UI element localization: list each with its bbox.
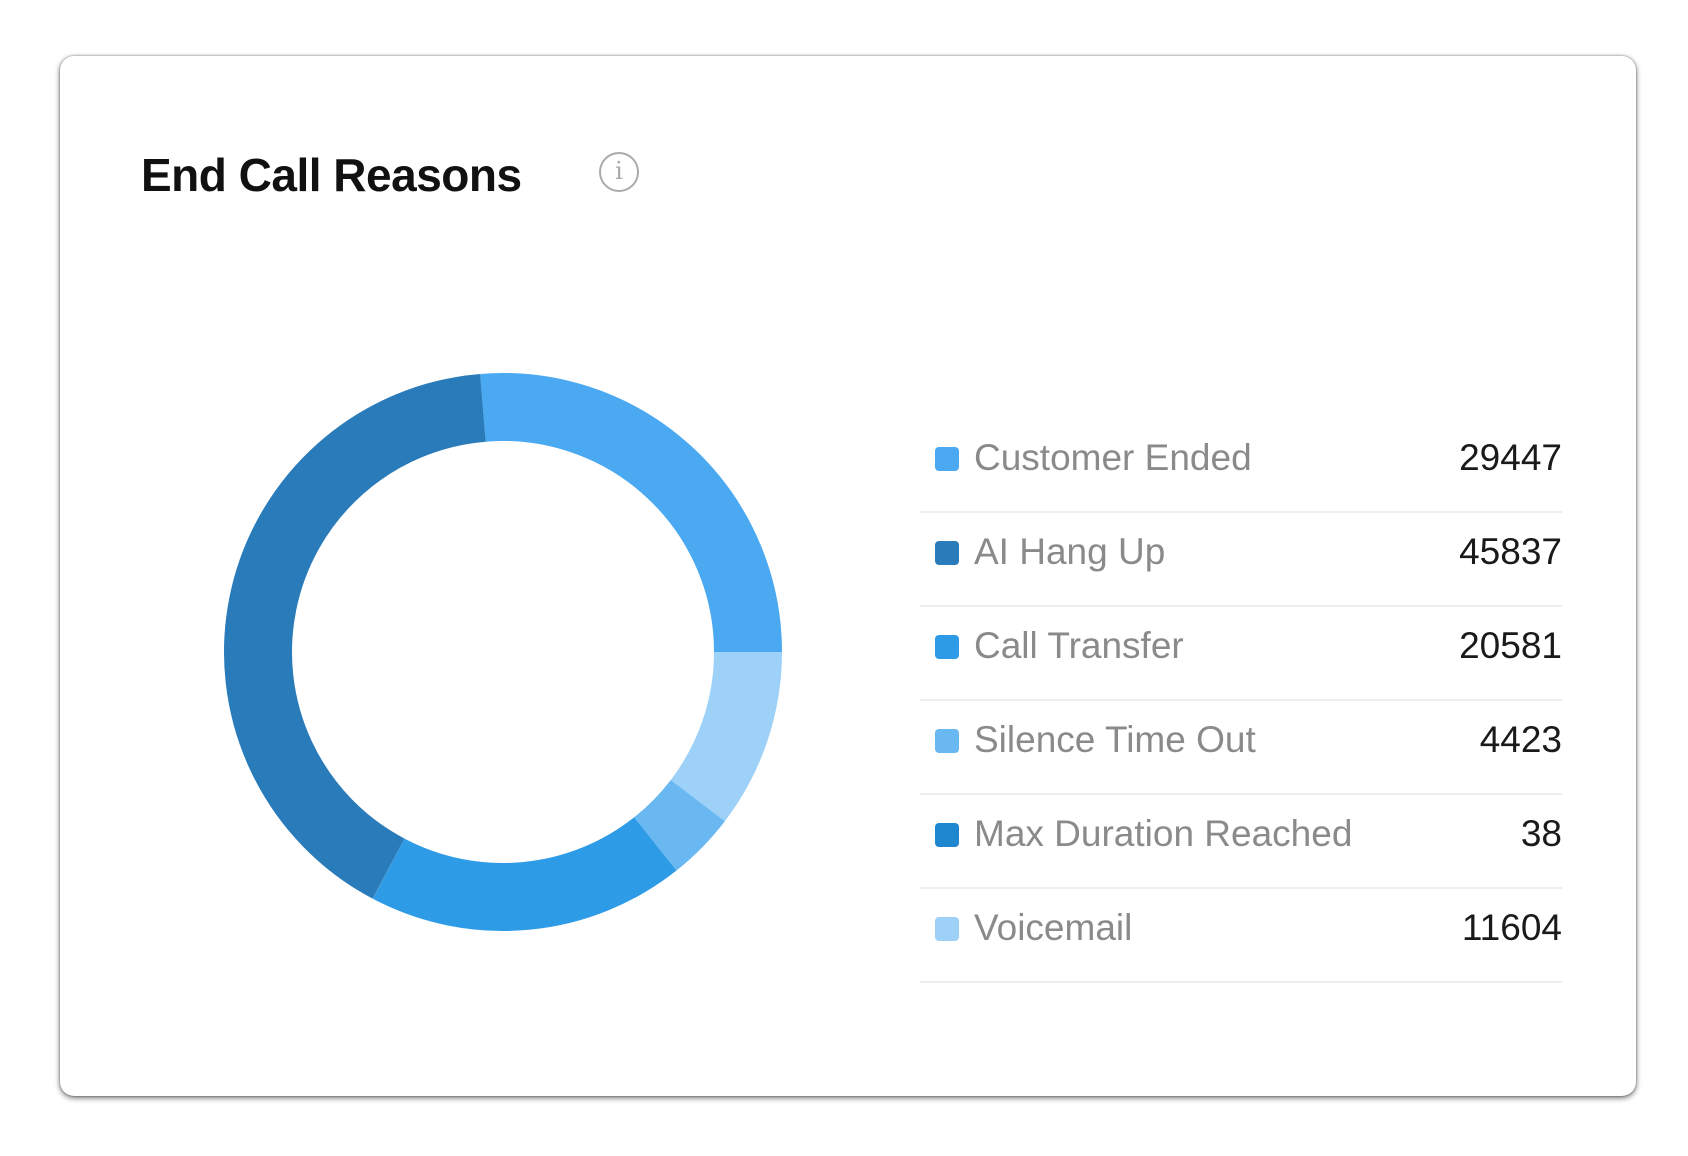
legend-item[interactable]: Call Transfer 20581: [920, 607, 1562, 701]
legend-item[interactable]: Max Duration Reached 38: [920, 795, 1562, 889]
donut-chart: [224, 373, 782, 931]
legend-label: Customer Ended: [974, 437, 1252, 478]
legend-swatch: [935, 729, 959, 753]
legend-label: Voicemail: [974, 907, 1133, 948]
donut-slice-silence-time-out[interactable]: [633, 779, 725, 871]
legend-value: 20581: [1459, 625, 1562, 666]
donut-slice-ai-hang-up[interactable]: [224, 373, 487, 899]
legend-swatch: [935, 541, 959, 565]
legend-item[interactable]: AI Hang Up 45837: [920, 513, 1562, 607]
legend: Customer Ended 29447 AI Hang Up 45837 Call T…: [920, 419, 1562, 983]
legend-item[interactable]: Voicemail 11604: [920, 889, 1562, 983]
legend-value: 45837: [1459, 531, 1562, 572]
legend-label: Silence Time Out: [974, 719, 1256, 760]
legend-value: 4423: [1479, 719, 1562, 760]
legend-label: AI Hang Up: [974, 531, 1166, 572]
legend-value: 29447: [1459, 437, 1562, 478]
legend-value: 38: [1520, 813, 1562, 854]
end-call-reasons-card: End Call Reasons i Customer Ended 29447 AI…: [60, 56, 1636, 1096]
legend-item[interactable]: Silence Time Out 4423: [920, 701, 1562, 795]
legend-swatch: [935, 917, 959, 941]
legend-label: Call Transfer: [974, 625, 1184, 666]
legend-swatch: [935, 635, 959, 659]
donut-slice-voicemail[interactable]: [670, 651, 782, 822]
card-title: End Call Reasons: [141, 149, 522, 201]
legend-label: Max Duration Reached: [974, 813, 1353, 854]
donut-slice-call-transfer[interactable]: [373, 816, 677, 931]
legend-value: 11604: [1461, 907, 1562, 948]
legend-swatch: [935, 447, 959, 471]
donut-slice-customer-ended[interactable]: [480, 373, 782, 653]
legend-swatch: [935, 823, 959, 847]
info-circle-icon[interactable]: i: [599, 152, 639, 192]
legend-item[interactable]: Customer Ended 29447: [920, 419, 1562, 513]
